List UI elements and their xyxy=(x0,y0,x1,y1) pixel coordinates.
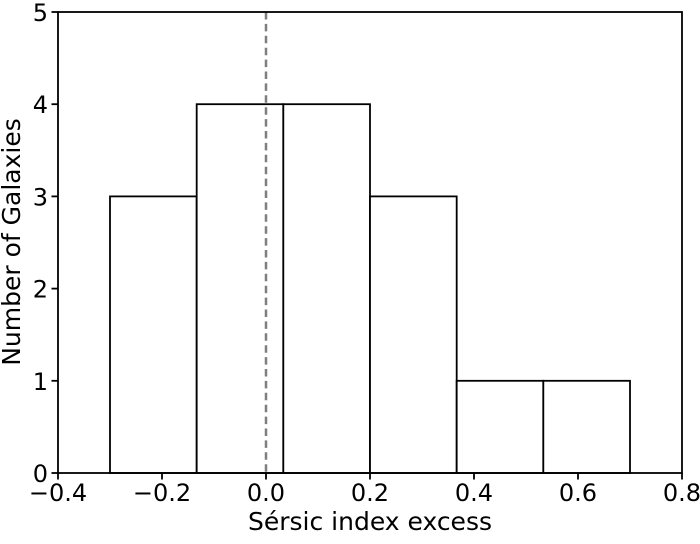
histogram-bar xyxy=(542,379,631,474)
histogram-bar xyxy=(455,379,545,474)
x-tick-label: −0.2 xyxy=(133,479,191,507)
y-axis-label: Number of Galaxies xyxy=(0,118,26,366)
histogram-bar xyxy=(109,195,198,474)
y-tick-label: 0 xyxy=(33,460,48,488)
histogram-bar xyxy=(195,103,285,474)
y-tick-label: 4 xyxy=(33,91,48,119)
histogram-bar xyxy=(369,195,458,474)
x-tick-label: 0.2 xyxy=(351,479,389,507)
x-tick-label: −0.4 xyxy=(29,479,87,507)
histogram-bar xyxy=(282,103,371,474)
y-tick-label: 2 xyxy=(33,276,48,304)
x-axis-label: Sérsic index excess xyxy=(248,507,492,536)
y-tick-label: 1 xyxy=(33,368,48,396)
y-tick-label: 5 xyxy=(33,0,48,27)
x-tick-label: 0.0 xyxy=(247,479,285,507)
y-tick-label: 3 xyxy=(33,183,48,211)
x-tick-label: 0.6 xyxy=(559,479,597,507)
x-tick-label: 0.8 xyxy=(663,479,700,507)
x-tick-label: 0.4 xyxy=(455,479,493,507)
